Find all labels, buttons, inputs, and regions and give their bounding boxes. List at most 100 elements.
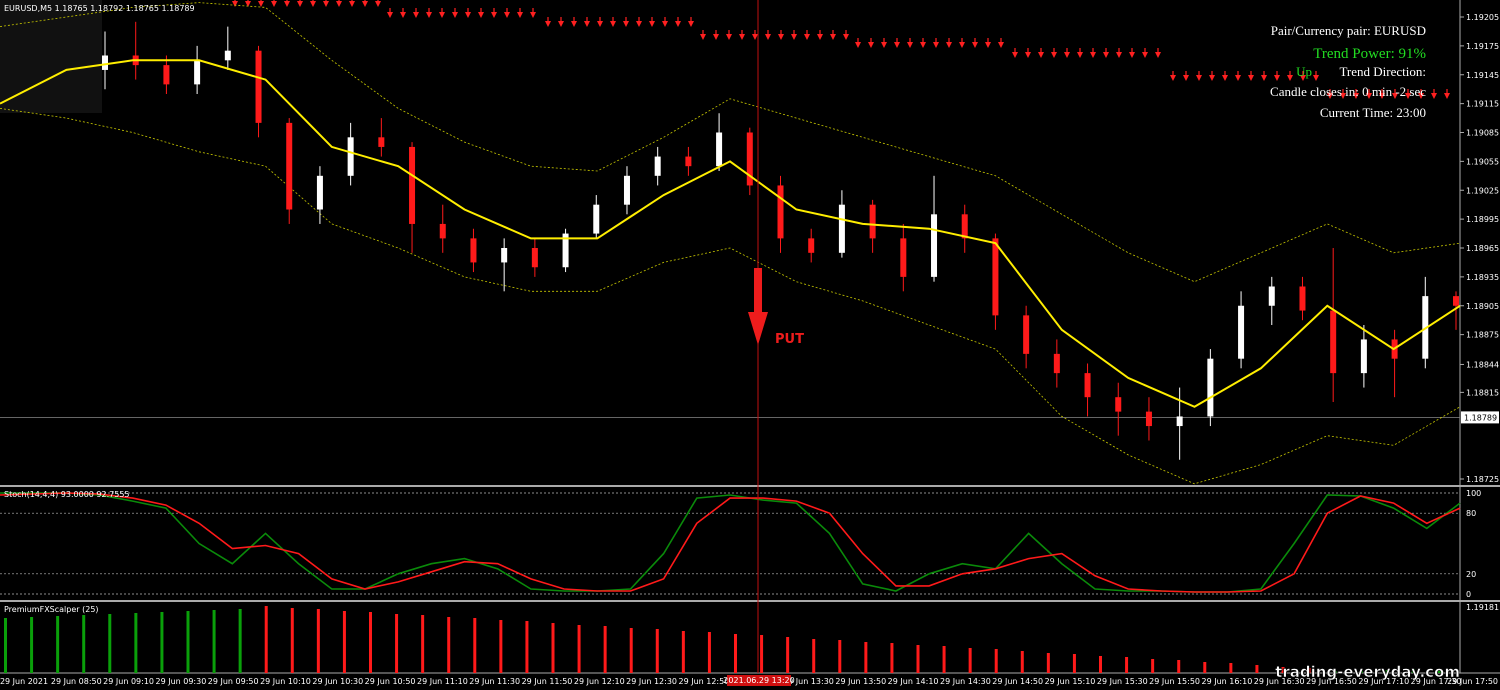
candle-body xyxy=(194,60,201,85)
y-tick-label: 1.19085 xyxy=(1466,129,1499,138)
resistance-arrow xyxy=(297,0,303,7)
time-label: 29 Jun 13:50 xyxy=(835,677,886,686)
candle-body xyxy=(470,238,477,263)
candle-body xyxy=(623,175,630,205)
scalper-bar xyxy=(1229,663,1233,673)
scalper-bar xyxy=(525,621,529,673)
scalper-bar xyxy=(577,625,581,673)
candle-body xyxy=(1360,339,1367,374)
y-tick-label: 1.19025 xyxy=(1466,186,1499,195)
resistance-arrow xyxy=(1444,89,1450,99)
scalper-bar xyxy=(1046,653,1050,673)
scalper-bar xyxy=(838,640,842,673)
resistance-arrow xyxy=(1287,71,1293,81)
resistance-arrow xyxy=(881,38,887,48)
candle-body xyxy=(716,132,723,167)
resistance-arrow xyxy=(413,8,419,18)
resistance-arrow xyxy=(597,17,603,27)
scalper-bar xyxy=(603,626,607,673)
time-label: 29 Jun 10:50 xyxy=(365,677,416,686)
scalper-bar xyxy=(812,639,816,673)
resistance-arrow xyxy=(232,0,238,7)
scalper-bar xyxy=(629,628,633,673)
resistance-arrow xyxy=(985,38,991,48)
candle-body xyxy=(347,137,354,176)
resistance-arrow xyxy=(752,30,758,40)
resistance-arrow xyxy=(804,30,810,40)
resistance-arrow xyxy=(1261,71,1267,81)
resistance-arrow xyxy=(439,8,445,18)
pair-text: Pair/Currency pair: EURUSD xyxy=(1271,23,1426,38)
scalper-bar xyxy=(1385,670,1389,673)
resistance-arrow xyxy=(571,17,577,27)
scalper-bar xyxy=(551,623,555,673)
resistance-arrow xyxy=(1405,89,1411,99)
scalper-bar xyxy=(707,632,711,673)
time-label: 29 Jun 10:10 xyxy=(260,677,311,686)
trend-power: Trend Power: 91% xyxy=(1313,46,1426,62)
scalper-bar xyxy=(395,614,399,673)
time-label: 29 Jun 11:10 xyxy=(417,677,468,686)
resistance-arrow xyxy=(1418,89,1424,99)
resistance-arrow xyxy=(713,30,719,40)
stoch-tick-label: 100 xyxy=(1466,489,1481,498)
resistance-arrow xyxy=(726,30,732,40)
candle-body xyxy=(869,204,876,239)
candle-body xyxy=(1115,397,1122,412)
resistance-arrow xyxy=(920,38,926,48)
resistance-arrow xyxy=(1142,48,1148,58)
resistance-arrow xyxy=(739,30,745,40)
resistance-arrow xyxy=(375,0,381,7)
current-time: Current Time: 23:00 xyxy=(1320,105,1426,120)
resistance-arrow xyxy=(843,30,849,40)
resistance-arrow xyxy=(284,0,290,7)
scalper-bar xyxy=(1307,668,1311,673)
resistance-arrow xyxy=(1170,71,1176,81)
scalper-bar xyxy=(421,615,425,673)
y-tick-label: 1.19175 xyxy=(1466,42,1499,51)
scalper-bar xyxy=(160,612,164,673)
scalper-bar xyxy=(864,642,868,673)
resistance-arrow xyxy=(545,17,551,27)
scalper-bar xyxy=(1359,670,1363,673)
candle-body xyxy=(255,50,262,123)
candle-body xyxy=(102,55,108,70)
resistance-arrow xyxy=(1116,48,1122,58)
candle-body xyxy=(808,238,815,253)
y-tick-label: 1.18965 xyxy=(1466,244,1499,253)
scalper-bar xyxy=(238,609,242,673)
candle-body xyxy=(746,132,753,186)
current-price-label: 1.18789 xyxy=(1464,413,1497,422)
candle-body xyxy=(685,156,692,167)
time-label: 29 Jun 17:10 xyxy=(1358,677,1409,686)
moving-average xyxy=(0,59,1461,408)
scalper-bar xyxy=(1203,662,1207,673)
time-label: 29 Jun 15:50 xyxy=(1149,677,1200,686)
y-tick-label: 1.18725 xyxy=(1466,475,1499,484)
scalper-bar xyxy=(316,609,320,673)
y-tick-label: 1.18875 xyxy=(1466,331,1499,340)
resistance-arrow xyxy=(1274,71,1280,81)
resistance-arrow xyxy=(1248,71,1254,81)
time-label: 29 Jun 13:30 xyxy=(783,677,834,686)
resistance-arrow xyxy=(688,17,694,27)
resistance-arrow xyxy=(817,30,823,40)
scalper-bar xyxy=(1255,665,1259,673)
stoch-tick-label: 0 xyxy=(1466,590,1471,599)
resistance-arrow xyxy=(1431,89,1437,99)
scalper-bar xyxy=(1099,656,1102,673)
time-label: 29 Jun 16:10 xyxy=(1201,677,1252,686)
resistance-arrow xyxy=(1038,48,1044,58)
time-label: 29 Jun 10:30 xyxy=(312,677,363,686)
scalper-bar xyxy=(1020,651,1024,673)
resistance-arrow xyxy=(1025,48,1031,58)
resistance-arrow xyxy=(1353,89,1359,99)
resistance-arrow xyxy=(907,38,913,48)
trend-direction-label: Trend Direction: xyxy=(1339,64,1426,79)
y-tick-label: 1.19145 xyxy=(1466,71,1499,80)
y-tick-label: 1.19115 xyxy=(1466,100,1499,109)
candle-body xyxy=(1084,373,1091,398)
resistance-arrow xyxy=(362,0,368,7)
